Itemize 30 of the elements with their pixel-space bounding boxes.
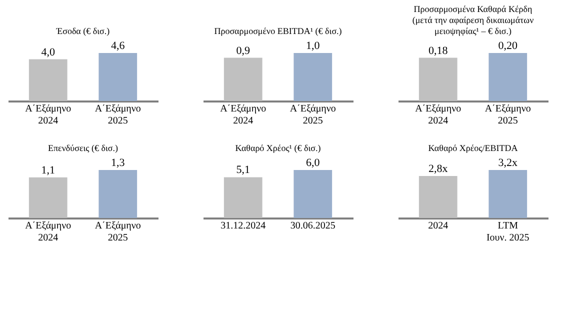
data-label: 2,8x <box>428 163 448 175</box>
data-label: 0,20 <box>498 40 518 52</box>
x-tick-label: 31.12.2024 <box>220 220 266 232</box>
data-label: 0,9 <box>236 44 250 57</box>
x-tick-label: Α΄Εξάμηνο 2025 <box>290 104 336 126</box>
x-tick-label: Α΄Εξάμηνο 2025 <box>94 220 141 244</box>
x-tick-label: Α΄Εξάμηνο 2025 <box>484 104 531 126</box>
x-tick-label: Α΄Εξάμηνο 2024 <box>220 104 266 126</box>
data-label: 1,0 <box>306 40 320 52</box>
data-label: 5,1 <box>236 164 250 176</box>
x-tick-label: LTM Ιουν. 2025 <box>486 220 530 244</box>
x-tick-label: Α΄Εξάμηνο 2024 <box>25 104 72 126</box>
chart-title: Καθαρό Χρέος¹ (€ δισ.) <box>235 143 321 153</box>
x-tick-label: 30.06.2025 <box>290 220 336 232</box>
data-label: 6,0 <box>306 157 320 169</box>
x-tick-label: Α΄Εξάμηνο 2024 <box>25 220 72 244</box>
x-tick-label: 2024 <box>428 220 448 232</box>
chart-title: Προσαρμοσμένο EBITDA¹ (€ δισ.) <box>214 26 342 36</box>
data-label: 1,1 <box>41 164 55 176</box>
data-label: 4,6 <box>111 40 126 52</box>
data-label: 1,3 <box>111 157 126 169</box>
x-tick-label: Α΄Εξάμηνο 2025 <box>94 104 141 126</box>
x-tick-label: Α΄Εξάμηνο 2024 <box>415 104 462 126</box>
chart-title: Έσοδα (€ δισ.) <box>55 26 110 36</box>
data-label: 0,18 <box>428 44 448 57</box>
chart-title: Επενδύσεις (€ δισ.) <box>48 143 118 153</box>
chart-title: Καθαρό Χρέος/EBITDA <box>428 143 518 153</box>
data-label: 4,0 <box>41 46 56 58</box>
chart-title: Προσαρμοσμένα Καθαρά Κέρδη (μετά την αφαίρεση δικαιωμάτων μειοψηφίας¹ – € δισ.) <box>412 4 534 36</box>
data-label: 3,2x <box>498 157 518 169</box>
